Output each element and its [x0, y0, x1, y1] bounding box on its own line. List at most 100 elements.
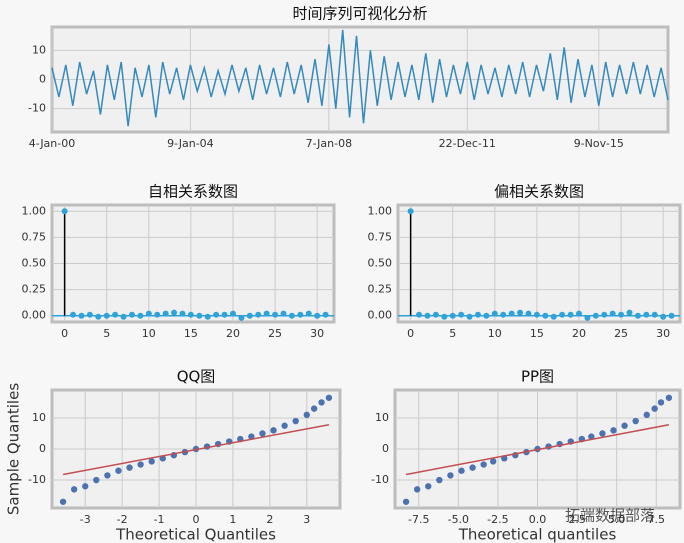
- y-tick-label: 0.00: [368, 309, 393, 322]
- point: [126, 464, 133, 471]
- stem-marker: [288, 312, 295, 319]
- y-tick-label: 0.00: [22, 309, 47, 322]
- stem-marker: [238, 314, 245, 321]
- stem-marker: [458, 311, 465, 318]
- point: [588, 433, 595, 440]
- y-tick-label: 0.25: [368, 283, 393, 296]
- x-tick-label: -2: [117, 513, 128, 526]
- x-tick-label: 25: [614, 327, 628, 340]
- y-tick-label: 10: [375, 411, 389, 424]
- x-tick-label: 2.5: [568, 513, 586, 526]
- stem-marker: [154, 311, 161, 318]
- point: [310, 405, 318, 412]
- stem-marker: [229, 310, 236, 317]
- x-tick-label: 0.0: [529, 513, 547, 526]
- y-axis-label: Sample Quantiles: [5, 383, 23, 515]
- point: [82, 483, 89, 490]
- point: [292, 417, 299, 425]
- y-tick-label: 10: [32, 43, 46, 56]
- point: [425, 483, 432, 490]
- x-tick-label: 5: [103, 327, 110, 340]
- point: [599, 430, 606, 437]
- y-tick-label: -10: [28, 102, 46, 115]
- stem-marker: [567, 311, 574, 318]
- stem-marker: [314, 312, 321, 319]
- point: [489, 458, 497, 465]
- point: [480, 461, 487, 468]
- y-tick-label: 0: [382, 442, 389, 455]
- stem-marker: [221, 311, 228, 318]
- point: [93, 476, 100, 484]
- stem-marker: [508, 310, 515, 317]
- point: [59, 498, 67, 505]
- x-tick-label: -2.5: [487, 513, 508, 526]
- stem-marker: [651, 311, 658, 318]
- x-tick-label: 9-Jan-04: [167, 137, 214, 150]
- point: [259, 430, 266, 437]
- stem-marker: [618, 311, 625, 318]
- point: [148, 458, 155, 465]
- stem-marker: [137, 312, 144, 319]
- x-tick-label: 7.5: [648, 513, 666, 526]
- y-tick-label: -10: [371, 473, 389, 486]
- stem-marker: [542, 312, 549, 319]
- stem-marker: [634, 312, 641, 319]
- stem-marker: [86, 311, 93, 318]
- x-tick-label: -3: [80, 513, 91, 526]
- point: [469, 464, 476, 471]
- x-axis-label: Theoretical Quantiles: [115, 526, 276, 543]
- x-tick-label: 20: [572, 327, 586, 340]
- stem-marker: [643, 311, 650, 318]
- y-tick-label: 1.00: [368, 204, 393, 217]
- point: [657, 399, 665, 406]
- stem-marker: [525, 310, 532, 317]
- stem-marker: [103, 312, 110, 319]
- x-tick-label: 20: [226, 327, 240, 340]
- x-tick-label: 5: [449, 327, 456, 340]
- point: [643, 411, 650, 419]
- stem-marker: [120, 313, 127, 320]
- x-tick-label: 30: [310, 327, 324, 340]
- y-tick-label: 10: [32, 411, 46, 424]
- point: [436, 476, 443, 484]
- point: [104, 472, 111, 479]
- stem-marker: [533, 311, 540, 318]
- x-tick-label: 10: [142, 327, 156, 340]
- stem-marker: [255, 311, 262, 318]
- x-tick-label: 5.0: [608, 513, 626, 526]
- point: [447, 472, 454, 479]
- stem-marker: [483, 312, 490, 319]
- stem-marker: [70, 311, 77, 318]
- stem-marker: [517, 309, 524, 316]
- point: [318, 399, 325, 406]
- stem-marker: [95, 313, 102, 320]
- series-line: [51, 29, 669, 127]
- x-tick-label: 2: [266, 513, 273, 526]
- stem-marker: [187, 311, 194, 318]
- point: [413, 486, 421, 493]
- point: [281, 422, 288, 429]
- watermark: 拓端数据部落: [565, 507, 655, 525]
- x-tick-label: -5.0: [448, 513, 469, 526]
- point: [632, 417, 639, 425]
- stem-marker: [407, 208, 414, 215]
- stem-marker: [78, 312, 85, 319]
- stem-marker: [145, 310, 152, 317]
- point: [137, 461, 144, 468]
- point: [665, 394, 673, 401]
- x-tick-label: 15: [530, 327, 544, 340]
- point: [651, 405, 658, 412]
- stem-marker: [179, 310, 186, 317]
- stem-marker: [162, 310, 169, 317]
- stem-marker: [474, 311, 481, 318]
- stem-marker: [441, 313, 448, 320]
- x-tick-label: 22-Dec-11: [439, 137, 496, 150]
- stem-marker: [466, 313, 473, 320]
- y-tick-label: 0.50: [22, 257, 47, 270]
- stem-marker: [246, 312, 253, 319]
- stem-marker: [204, 313, 211, 320]
- y-tick-label: 0: [39, 442, 46, 455]
- stem-marker: [112, 311, 119, 318]
- stem-marker: [609, 310, 616, 317]
